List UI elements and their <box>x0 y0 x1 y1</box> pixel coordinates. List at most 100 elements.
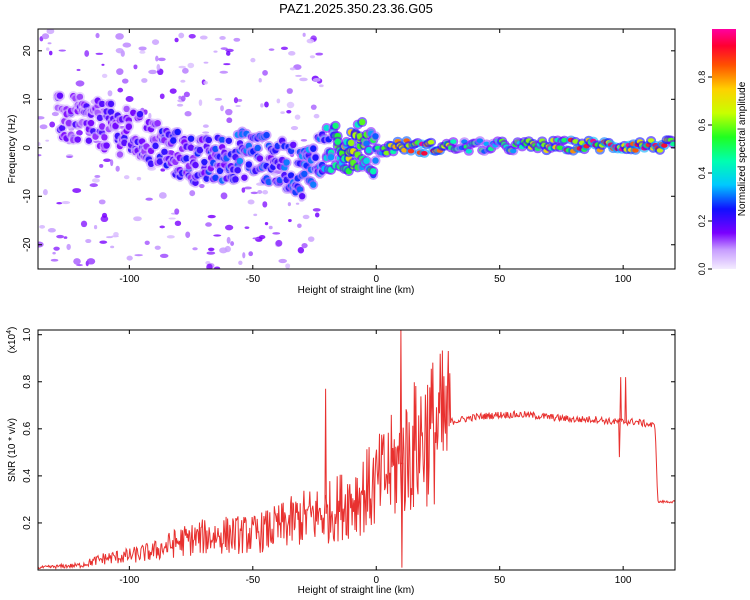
spectral-noise-blob <box>66 243 71 251</box>
spectral-noise-blob <box>213 50 218 53</box>
spectral-noise-blob <box>166 235 175 239</box>
spectral-core-blob <box>310 145 317 152</box>
spectral-noise-blob <box>138 46 147 51</box>
spectral-noise-blob <box>58 49 67 52</box>
spectral-core-blob <box>290 141 297 149</box>
snr-scale-exponent: 4 <box>6 330 13 334</box>
spectral-noise-blob <box>45 47 50 51</box>
spectral-core-blob <box>245 161 253 168</box>
spectral-noise-blob <box>318 84 324 88</box>
spectrogram-xtick-label: 50 <box>494 274 506 285</box>
spectral-noise-blob <box>264 101 269 108</box>
spectral-noise-blob <box>214 266 221 269</box>
spectrogram-xtick-label: 100 <box>615 274 632 285</box>
spectral-noise-blob <box>144 240 150 245</box>
spectral-noise-blob <box>242 252 246 259</box>
spectral-noise-blob <box>297 247 305 254</box>
spectral-noise-blob <box>306 38 315 44</box>
spectral-noise-blob <box>285 263 291 269</box>
colorbar-tick-label: 0.0 <box>697 263 707 276</box>
spectral-noise-blob <box>91 178 100 183</box>
spectrogram-ylabel: Frequency (Hz) <box>7 115 18 184</box>
snr-ytick-label: 0.4 <box>22 468 33 482</box>
spectral-core-blob <box>96 114 104 122</box>
spectral-noise-blob <box>41 33 50 40</box>
spectral-core-blob <box>263 131 270 139</box>
snr-ylabel: SNR (10 * v/v) <box>7 418 18 482</box>
spectral-noise-blob <box>95 52 104 55</box>
spectral-core-blob <box>121 139 128 147</box>
spectral-noise-blob <box>238 260 243 265</box>
spectral-noise-blob <box>159 225 166 229</box>
spectral-noise-blob <box>76 130 83 136</box>
spectral-noise-blob <box>189 190 196 197</box>
spectral-noise-blob <box>176 103 184 107</box>
snr-xtick-label: 0 <box>373 575 379 586</box>
spectral-noise-blob <box>220 192 228 200</box>
spectral-noise-blob <box>123 175 130 180</box>
spectral-noise-blob <box>287 202 292 207</box>
spectral-noise-blob <box>288 218 292 223</box>
spectral-noise-blob <box>187 62 195 69</box>
spectral-noise-blob <box>224 224 234 231</box>
spectral-noise-blob <box>299 77 308 82</box>
spectral-noise-blob <box>94 174 101 178</box>
spectral-core-blob <box>154 120 161 127</box>
spectrogram-ytick-label: 0 <box>22 145 33 151</box>
spectral-noise-blob <box>223 63 231 66</box>
spectral-noise-blob <box>61 200 71 205</box>
spectral-core-blob <box>236 157 244 165</box>
spectral-noise-blob <box>56 234 64 239</box>
spectral-core-blob <box>161 148 168 156</box>
spectral-noise-blob <box>95 32 100 39</box>
spectral-noise-blob <box>219 247 228 254</box>
spectral-noise-blob <box>151 39 160 45</box>
spectral-noise-blob <box>115 165 120 172</box>
spectral-noise-blob <box>226 236 231 244</box>
spectral-noise-blob <box>214 97 223 101</box>
spectral-core-blob <box>218 136 226 144</box>
spectral-core-blob <box>98 100 106 108</box>
spectral-noise-blob <box>288 51 296 56</box>
spectral-noise-blob <box>250 57 256 63</box>
spectral-core-blob <box>201 158 208 166</box>
spectral-noise-blob <box>139 50 146 54</box>
spectral-core-blob <box>312 154 319 161</box>
spectral-noise-blob <box>280 46 288 50</box>
spectral-core-blob <box>283 159 290 166</box>
spectral-core-blob <box>572 139 579 144</box>
spectral-core-blob <box>298 192 306 200</box>
spectral-noise-blob <box>192 247 198 251</box>
spectral-noise-blob <box>158 192 167 199</box>
spectral-noise-blob <box>178 65 186 69</box>
spectral-noise-blob <box>241 187 246 193</box>
spectral-noise-blob <box>99 240 108 244</box>
snr-plot-area <box>38 330 675 570</box>
spectral-noise-blob <box>295 74 302 77</box>
spectral-noise-blob <box>101 212 108 218</box>
spectral-core-blob <box>74 136 81 143</box>
spectral-noise-blob <box>38 154 42 157</box>
spectral-noise-blob <box>126 255 133 261</box>
spectral-core-blob <box>152 142 159 150</box>
spectral-core-blob <box>58 124 66 132</box>
spectral-core-blob <box>372 157 379 164</box>
spectral-noise-blob <box>205 222 212 227</box>
spectral-core-blob <box>85 137 93 144</box>
spectral-noise-blob <box>244 186 252 190</box>
spectral-core-blob <box>147 160 155 168</box>
spectral-noise-blob <box>276 98 281 104</box>
spectral-core-blob <box>310 181 317 188</box>
spectral-noise-blob <box>73 258 81 265</box>
spectral-noise-blob <box>302 32 306 37</box>
spectral-noise-blob <box>156 64 161 71</box>
spectral-noise-blob <box>49 121 56 128</box>
colorbar-tick-label: 0.8 <box>697 71 707 84</box>
spectral-core-blob <box>632 148 639 153</box>
spectral-core-blob <box>212 145 219 153</box>
spectral-noise-blob <box>134 254 143 257</box>
spectral-noise-blob <box>264 222 269 226</box>
spectral-noise-blob <box>101 63 105 66</box>
spectral-noise-blob <box>46 29 55 35</box>
